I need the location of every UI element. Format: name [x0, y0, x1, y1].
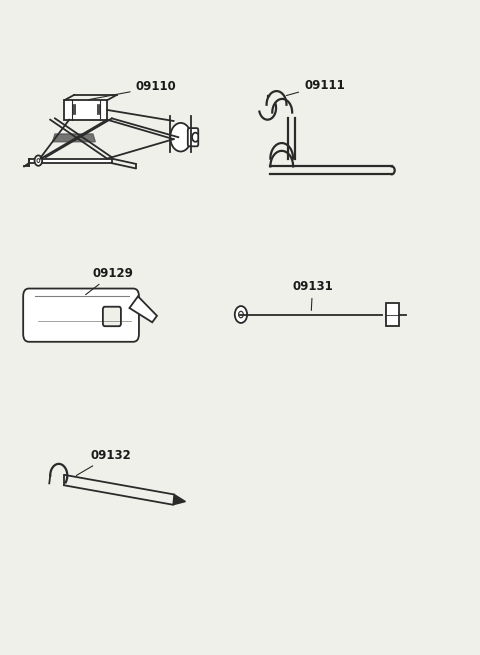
Text: 09111: 09111 — [287, 79, 345, 96]
Circle shape — [239, 311, 243, 318]
Text: 09110: 09110 — [88, 81, 176, 100]
FancyBboxPatch shape — [23, 289, 139, 342]
Polygon shape — [130, 296, 157, 322]
Polygon shape — [29, 159, 112, 163]
FancyBboxPatch shape — [188, 128, 198, 146]
Text: 09129: 09129 — [85, 267, 134, 295]
Circle shape — [35, 155, 42, 166]
Text: 09132: 09132 — [76, 449, 132, 476]
Ellipse shape — [386, 303, 390, 326]
Text: 09131: 09131 — [292, 280, 333, 310]
Circle shape — [235, 306, 247, 323]
Polygon shape — [386, 303, 399, 326]
FancyBboxPatch shape — [103, 307, 121, 326]
Circle shape — [37, 159, 40, 162]
Ellipse shape — [170, 123, 191, 151]
Polygon shape — [53, 134, 96, 141]
Polygon shape — [173, 495, 185, 505]
Polygon shape — [64, 100, 107, 120]
